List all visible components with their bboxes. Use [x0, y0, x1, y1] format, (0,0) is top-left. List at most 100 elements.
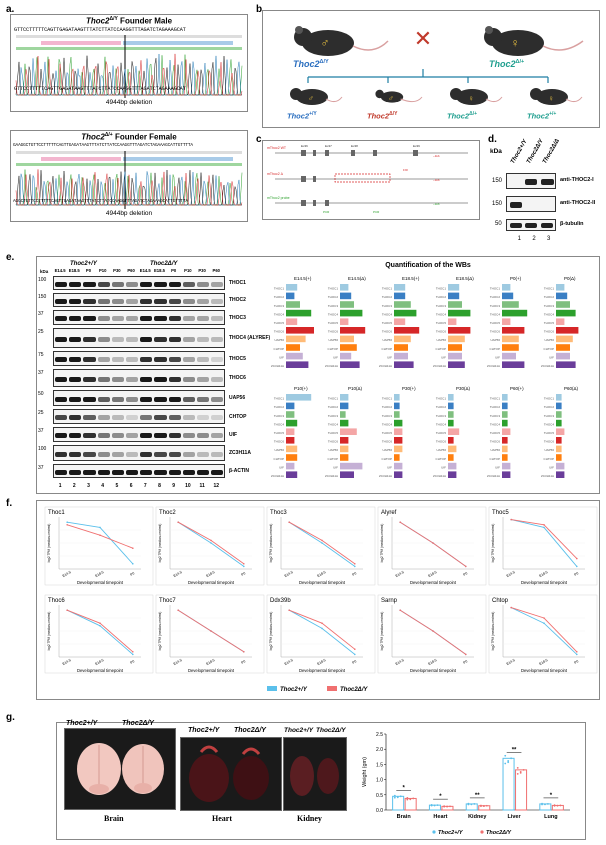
quant-bar — [502, 352, 516, 360]
e-timepoint-8: E18.5 — [154, 268, 165, 273]
quant-row-label: THOC4 — [490, 312, 500, 316]
e-band — [97, 336, 110, 342]
f-point — [354, 565, 356, 568]
e-blot-label-3: THOC3 — [229, 314, 246, 321]
g-significance: ** — [475, 793, 480, 799]
panel-a-label: a. — [6, 4, 15, 15]
quant-row-label: THOC5 — [382, 431, 392, 435]
quant-bar — [394, 445, 403, 453]
e-band — [55, 281, 68, 287]
e-band — [154, 316, 167, 321]
offspring-mouse-3: ♀ — [450, 88, 503, 105]
e-band — [168, 396, 181, 402]
e-band — [126, 357, 139, 362]
quant-row-label: UIF — [495, 355, 500, 359]
quant-row-label: UIF — [279, 465, 284, 469]
quant-panel-title: P0(Δ) — [564, 276, 576, 281]
e-blot-label-8: CHTOP — [229, 413, 247, 420]
quant-bar — [394, 309, 417, 317]
quant-bar — [556, 327, 579, 334]
g-point — [544, 803, 546, 806]
e-band — [111, 433, 124, 438]
quant-bar — [556, 301, 570, 308]
f-xtick: E14.5 — [173, 658, 183, 666]
quant-bar — [286, 419, 298, 427]
e-band — [126, 451, 139, 457]
f-point — [99, 625, 101, 627]
quant-bar — [556, 318, 565, 325]
quant-bar — [448, 344, 462, 351]
quant-row-label: ZC3H11A — [271, 474, 284, 478]
e-band — [83, 451, 96, 457]
e-timepoint-5: P30 — [113, 268, 121, 273]
e-band — [69, 415, 82, 420]
cross-icon: ✕ — [414, 26, 432, 51]
f-plot-frame — [377, 594, 487, 674]
f-ylabel: log2 TPM (median-centred) — [47, 524, 51, 563]
quant-row-label: THOC2 — [436, 405, 446, 409]
female-seq-bot: AGGCTGTTCCTTTTTCAGTTGAGATAAGTTTATCTTATCC… — [13, 199, 188, 204]
f-plot-title-chtop: Chtop — [492, 598, 509, 604]
quant-row-label: THOC2 — [544, 405, 554, 409]
e-blot-3 — [53, 310, 225, 325]
quant-bar — [556, 361, 576, 368]
quant-row-label: THOC5 — [490, 321, 500, 325]
f-point — [399, 521, 402, 523]
g-point — [482, 805, 485, 807]
e-lane-number-2: 2 — [72, 483, 76, 489]
heart-photo — [180, 737, 282, 811]
quant-bar — [394, 284, 406, 291]
e-band — [55, 415, 68, 420]
quant-bar — [448, 428, 460, 435]
quant-bar — [502, 318, 511, 325]
f-point — [576, 557, 578, 560]
f-xtick: E14.5 — [506, 570, 516, 578]
e-blot-label-2: THOC2 — [229, 297, 246, 303]
quant-row-label: UAP56 — [274, 448, 284, 452]
f-xlabel: Developmental timepoint — [77, 668, 124, 673]
quant-row-label: THOC1 — [328, 287, 338, 291]
e-band — [126, 298, 139, 304]
quant-bar — [394, 419, 403, 427]
f-plot-frame — [155, 594, 265, 674]
g-point — [449, 805, 451, 808]
e-band — [168, 298, 181, 304]
quant-bar — [502, 471, 511, 478]
e-blot-1 — [53, 276, 225, 290]
quant-bar — [502, 309, 528, 317]
quant-row-label: THOC3 — [544, 304, 554, 308]
quant-row-label: THOC6 — [328, 330, 338, 334]
panel-b-label: b. — [256, 4, 265, 15]
quant-row-label: THOC4 — [382, 312, 392, 316]
f-xtick: E14.5 — [62, 658, 72, 666]
g-significance: * — [402, 785, 405, 791]
quant-row-label: THOC3 — [382, 414, 392, 418]
e-band — [97, 376, 110, 382]
e-band — [111, 298, 124, 304]
e-band — [154, 451, 167, 457]
g-legend-marker — [480, 830, 484, 834]
quant-row-label: THOC2 — [490, 405, 500, 409]
g-legend-label: Thoc2+/Y — [438, 830, 464, 836]
e-lane-number-9: 9 — [172, 483, 176, 489]
quant-bar — [286, 344, 300, 351]
quant-bar — [394, 437, 403, 444]
f-point — [288, 609, 290, 611]
quant-row-label: UAP56 — [544, 448, 554, 452]
e-timepoint-4: P10 — [98, 268, 107, 273]
e-blot-4 — [53, 328, 225, 348]
g-xtick: Liver — [507, 814, 521, 820]
e-blot-label-5: THOC5 — [229, 355, 246, 362]
e-marker-10: 100 — [38, 446, 47, 452]
f-xtick: P0 — [462, 571, 468, 577]
e-band — [211, 451, 224, 457]
f-ylabel: log2 TPM (median-centred) — [158, 524, 162, 563]
e-band — [182, 469, 195, 475]
e-band — [83, 376, 96, 382]
e-band — [182, 336, 195, 342]
quant-bar — [286, 462, 295, 470]
brain-photo-title-1: Thoc2+/Y — [66, 720, 98, 727]
quant-row-label: THOC1 — [382, 397, 392, 401]
e-band — [69, 376, 82, 382]
offspring-3-genotype: Thoc2Δ/+ — [447, 111, 477, 121]
